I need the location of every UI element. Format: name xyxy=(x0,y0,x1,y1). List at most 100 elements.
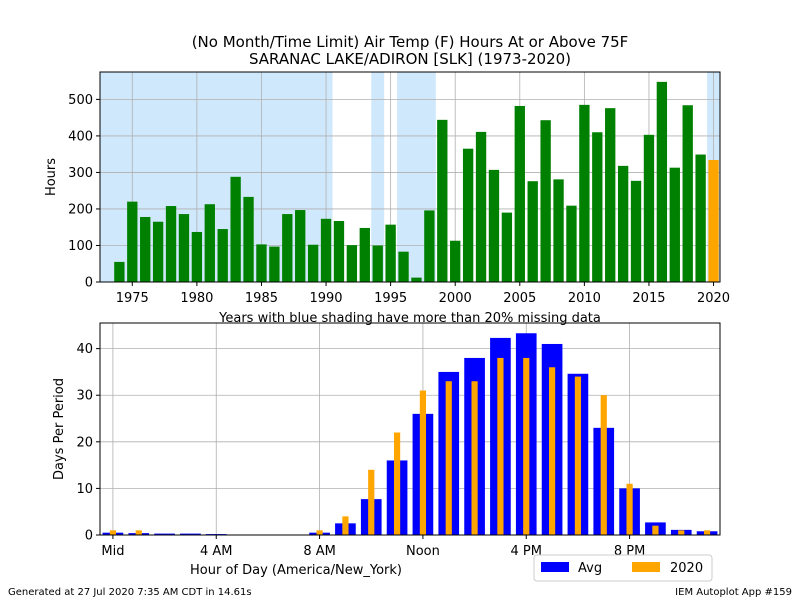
y-tick-label: 400 xyxy=(68,129,93,144)
plot-frame xyxy=(99,71,721,283)
bar-year-2014 xyxy=(630,180,642,282)
bar-year-2019 xyxy=(695,154,706,282)
bar-2020-hour-14 xyxy=(471,381,478,535)
bar-year-1995 xyxy=(385,224,396,282)
bar-year-1989 xyxy=(307,244,319,282)
x-tick-label: 2005 xyxy=(503,291,536,306)
bar-2020-hour-21 xyxy=(652,525,659,535)
x-tick-label: 1995 xyxy=(374,291,407,306)
bar-2020-hour-18 xyxy=(574,376,582,535)
bar-year-2016 xyxy=(656,81,668,282)
y-tick-label: 300 xyxy=(68,166,93,181)
bar-2020-hour-19 xyxy=(600,395,607,535)
bar-year-2005 xyxy=(514,105,525,283)
y-axis-label: Hours xyxy=(44,158,59,196)
y-tick-label: 100 xyxy=(68,239,93,254)
bar-year-2011 xyxy=(592,132,603,282)
bar-year-1979 xyxy=(178,214,190,282)
bar-year-2000 xyxy=(450,240,461,282)
bar-year-2017 xyxy=(669,167,680,282)
bar-year-1974 xyxy=(114,261,125,282)
x-axis-label: Hour of Day (America/New_York) xyxy=(190,563,402,578)
x-tick-label: 2010 xyxy=(568,291,601,306)
x-axis-label: Years with blue shading have more than 2… xyxy=(218,311,601,326)
bar-2020-hour-10 xyxy=(368,469,375,535)
y-tick-label: 200 xyxy=(68,202,93,217)
x-tick-label: 2020 xyxy=(697,291,730,306)
y-tick-label: 20 xyxy=(76,435,93,450)
bar-year-2012 xyxy=(605,108,616,282)
chart-legend: Avg 2020 xyxy=(533,554,713,582)
bar-year-2013 xyxy=(617,165,629,282)
y-tick-label: 40 xyxy=(76,342,93,357)
missing-data-shading xyxy=(371,72,385,282)
bar-year-2004 xyxy=(501,212,513,282)
bar-2020-hour-13 xyxy=(445,381,452,535)
bar-year-2010 xyxy=(579,104,590,282)
bar-year-1985 xyxy=(256,244,267,282)
x-tick-label: 1985 xyxy=(245,291,278,306)
bar-year-1976 xyxy=(140,216,151,282)
x-tick-label: 1990 xyxy=(309,291,342,306)
legend-label-2020: 2020 xyxy=(670,561,703,576)
bar-year-2018 xyxy=(682,105,693,283)
bar-year-1998 xyxy=(424,210,435,282)
bar-year-2020 xyxy=(708,160,719,282)
y-tick-label: 10 xyxy=(76,482,93,497)
bar-year-1975 xyxy=(127,201,138,282)
bar-year-1977 xyxy=(152,221,164,282)
bar-year-1982 xyxy=(217,229,228,282)
bar-year-2009 xyxy=(566,205,577,282)
bar-year-1990 xyxy=(320,218,332,282)
bar-year-1997 xyxy=(411,277,422,282)
chart-title-line1: (No Month/Time Limit) Air Temp (F) Hours… xyxy=(192,33,629,51)
bar-year-1981 xyxy=(204,204,215,282)
legend-swatch-avg xyxy=(541,562,569,572)
bar-avg-hour-3 xyxy=(180,533,201,535)
plot-frame xyxy=(99,322,721,536)
x-tick-label: 1980 xyxy=(180,291,213,306)
bar-avg-hour-2 xyxy=(154,533,175,535)
bar-year-2006 xyxy=(527,181,538,282)
y-axis-label: Days Per Period xyxy=(52,378,67,480)
legend-swatch-2020 xyxy=(632,562,660,572)
bar-2020-hour-22 xyxy=(678,530,685,535)
bar-year-1999 xyxy=(437,119,448,282)
bar-2020-hour-8 xyxy=(316,530,323,535)
bar-2020-hour-23 xyxy=(703,530,711,535)
x-tick-label: 2015 xyxy=(632,291,665,306)
legend-label-avg: Avg xyxy=(578,561,602,576)
missing-data-shading xyxy=(100,72,333,282)
bar-year-2003 xyxy=(488,169,500,282)
bar-year-2002 xyxy=(475,131,487,282)
bar-2020-hour-12 xyxy=(419,390,427,535)
x-tick-label: 1975 xyxy=(116,291,149,306)
bar-2020-hour-0 xyxy=(109,530,117,535)
bar-year-1980 xyxy=(191,231,203,282)
bar-year-1994 xyxy=(372,245,383,282)
x-tick-label: 4 AM xyxy=(200,544,233,559)
bar-year-1984 xyxy=(243,196,254,282)
y-tick-label: 30 xyxy=(76,389,93,404)
bar-2020-hour-9 xyxy=(342,516,349,535)
x-tick-label: Mid xyxy=(101,544,124,559)
footer-app-text: IEM Autoplot App #159 xyxy=(675,587,792,598)
footer-generated-text: Generated at 27 Jul 2020 7:35 AM CDT in … xyxy=(8,587,252,598)
y-tick-label: 0 xyxy=(85,276,93,291)
yearly-hours-chart: 0 100 200 300 400 500 1975 1980 1985 1990 1995 2000… xyxy=(44,71,730,326)
bar-2020-hour-1 xyxy=(135,530,142,535)
bar-year-1986 xyxy=(269,246,280,282)
bar-2020-hour-16 xyxy=(523,357,530,535)
legend-box xyxy=(533,554,713,582)
bar-year-1992 xyxy=(346,245,358,282)
bar-year-1978 xyxy=(165,206,177,282)
bar-2020-hour-20 xyxy=(626,483,633,535)
bar-year-1991 xyxy=(333,221,345,282)
bar-year-2007 xyxy=(540,120,551,282)
x-tick-label: Noon xyxy=(406,544,440,559)
bar-year-2008 xyxy=(553,179,564,282)
bar-year-2015 xyxy=(643,134,655,282)
bar-year-1988 xyxy=(295,210,306,282)
